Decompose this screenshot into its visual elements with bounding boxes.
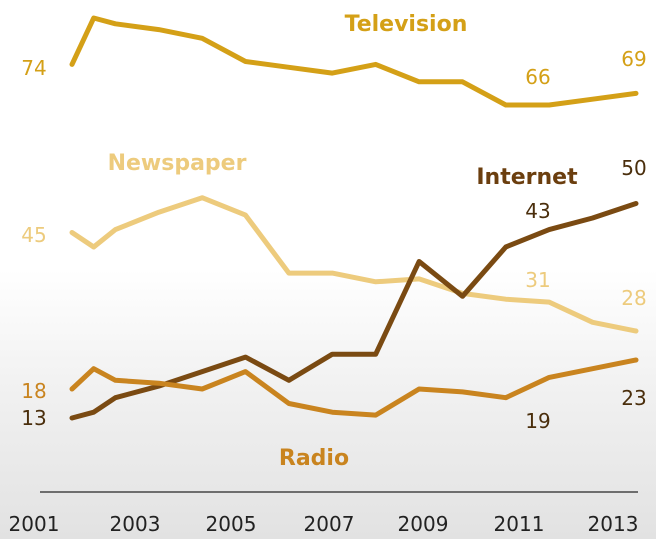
internet-value-2011: 43 xyxy=(525,199,550,223)
series-line-television xyxy=(69,15,639,108)
x-tick-label: 2007 xyxy=(304,512,355,536)
series-label-television: Television xyxy=(345,12,468,37)
series-line-internet xyxy=(69,201,639,421)
television-value-2013: 69 xyxy=(621,47,646,71)
television-value-2001: 74 xyxy=(21,56,46,80)
x-tick-label: 2009 xyxy=(398,512,449,536)
series-label-internet: Internet xyxy=(476,165,578,190)
x-tick-label: 2013 xyxy=(588,512,639,536)
internet-value-2013: 50 xyxy=(621,156,646,180)
series-line-newspaper xyxy=(69,195,639,334)
series-label-newspaper: Newspaper xyxy=(108,151,247,176)
x-tick-label: 2001 xyxy=(9,512,60,536)
series-line-radio xyxy=(69,357,639,418)
radio-value-2013: 23 xyxy=(621,386,646,410)
radio-value-2001: 18 xyxy=(21,379,46,403)
internet-value-2001: 13 xyxy=(21,406,46,430)
newspaper-value-2001: 45 xyxy=(21,223,46,247)
radio-value-2011: 19 xyxy=(525,409,550,433)
x-tick-label: 2003 xyxy=(110,512,161,536)
television-value-2011: 66 xyxy=(525,65,550,89)
series-label-radio: Radio xyxy=(279,446,349,471)
newspaper-value-2013: 28 xyxy=(621,286,646,310)
x-tick-label: 2005 xyxy=(206,512,257,536)
newspaper-value-2011: 31 xyxy=(525,268,550,292)
x-tick-label: 2011 xyxy=(494,512,545,536)
